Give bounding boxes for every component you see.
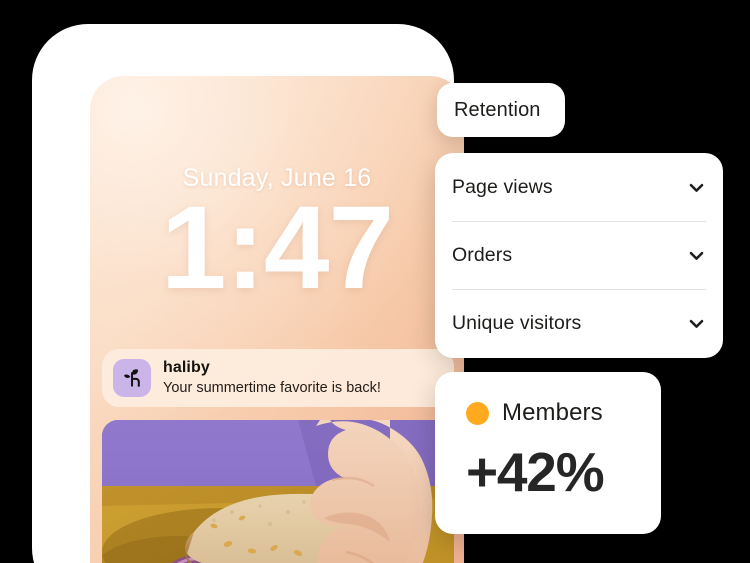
- phone-frame: Sunday, June 16 1:47 haliby: [32, 24, 464, 563]
- list-item-label: Page views: [452, 176, 553, 198]
- notification-text: haliby Your summertime favorite is back!: [163, 359, 381, 397]
- members-metric-header: Members: [466, 399, 661, 427]
- retention-label: Retention: [454, 98, 541, 121]
- notification-banner[interactable]: haliby Your summertime favorite is back!: [102, 349, 454, 407]
- members-metric-card[interactable]: Members +42%: [435, 372, 661, 534]
- list-item-label: Orders: [452, 244, 513, 266]
- notification-app-name: haliby: [163, 359, 210, 376]
- notification-photo-card[interactable]: [102, 420, 454, 563]
- chevron-down-icon[interactable]: [687, 314, 706, 333]
- list-item-label: Unique visitors: [452, 312, 582, 334]
- metric-list-card: Page views Orders Unique visitors: [435, 153, 723, 358]
- chevron-down-icon[interactable]: [687, 178, 706, 197]
- retention-pill-card[interactable]: Retention: [437, 83, 565, 137]
- status-dot-icon: [466, 401, 489, 425]
- phone-screen: Sunday, June 16 1:47 haliby: [90, 76, 464, 563]
- list-divider: [452, 289, 706, 290]
- members-metric-value: +42%: [466, 441, 605, 503]
- chevron-down-icon[interactable]: [687, 246, 706, 265]
- notification-message: Your summertime favorite is back!: [163, 379, 381, 396]
- lock-screen-time: 1:47: [160, 182, 394, 314]
- list-item-page-views[interactable]: Page views: [452, 154, 706, 221]
- list-divider: [452, 221, 706, 222]
- members-metric-label: Members: [502, 399, 603, 426]
- lock-screen-date: Sunday, June 16: [182, 164, 372, 192]
- list-item-unique-visitors[interactable]: Unique visitors: [452, 290, 706, 357]
- sprout-h-app-icon: [113, 359, 151, 397]
- list-item-orders[interactable]: Orders: [452, 222, 706, 289]
